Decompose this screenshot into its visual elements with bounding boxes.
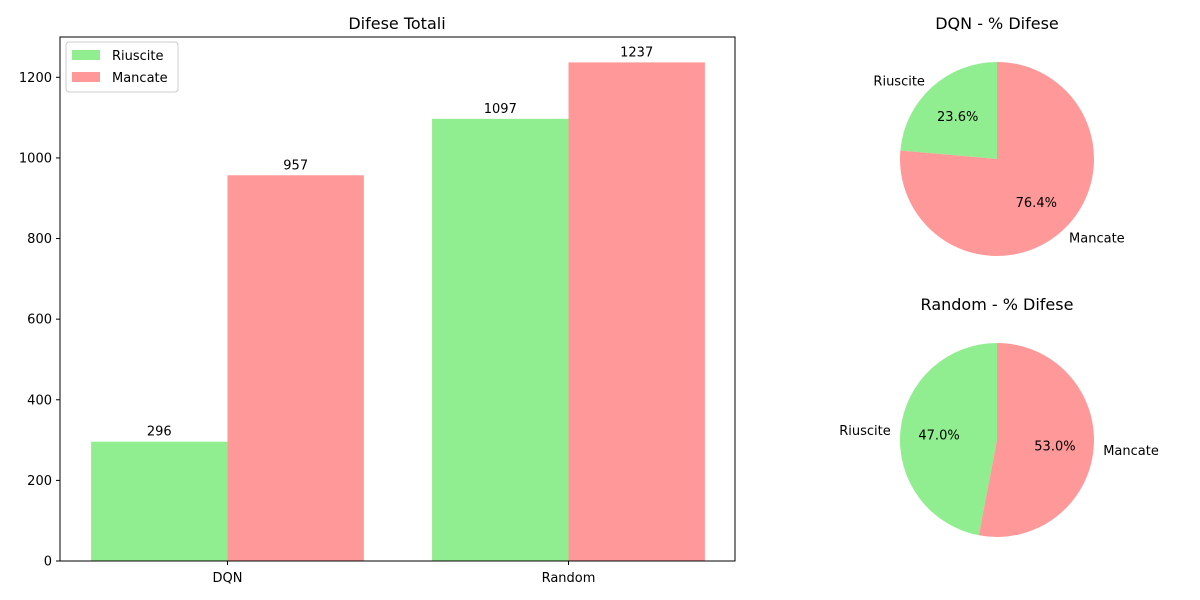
x-tick-label: DQN [213, 571, 243, 586]
pie-dqn-slices: 23.6% Riuscite 76.4% Mancate [873, 62, 1125, 256]
bar-value-label: 1237 [620, 45, 653, 60]
pie-slice-label: Mancate [1069, 232, 1125, 247]
legend: Riuscite Mancate [65, 41, 179, 93]
pie-pct-label: 76.4% [1016, 196, 1057, 211]
pie-slice-riuscite [900, 342, 997, 536]
pie-slice-label: Mancate [1103, 444, 1159, 459]
y-tick-label: 800 [27, 232, 52, 247]
legend-swatch-mancate [72, 72, 100, 82]
y-tick-label: 200 [27, 474, 52, 489]
pie-slice-riuscite [900, 62, 997, 159]
bar-mancate-dqn [227, 175, 364, 562]
y-tick-label: 400 [27, 393, 52, 408]
bar-chart-title: Difese Totali [348, 14, 445, 33]
y-tick-label: 600 [27, 313, 52, 328]
pie-slice-mancate [900, 62, 1094, 256]
bar-value-label: 1097 [484, 102, 517, 117]
bar-data-labels: 296 957 1097 1237 [147, 45, 653, 439]
plot-frame [59, 36, 736, 562]
legend-label-mancate: Mancate [112, 71, 168, 86]
bar-riuscite-dqn [91, 441, 228, 561]
pie-chart-dqn: DQN - % Difese 23.6% Riuscite 76.4% Mancate [873, 14, 1125, 256]
bar-chart: Difese Totali 0 200 400 600 800 1000 1200 DQN R… [19, 14, 736, 586]
y-tick-label: 0 [44, 555, 52, 570]
y-axis: 0 200 400 600 800 1000 1200 [19, 71, 60, 570]
pie-random-title: Random - % Difese [921, 295, 1074, 314]
bar-riuscite-random [432, 118, 569, 561]
pie-slice-label: Riuscite [839, 424, 891, 439]
legend-label-riuscite: Riuscite [112, 49, 164, 64]
y-tick-label: 1000 [19, 151, 52, 166]
bar-value-label: 296 [147, 425, 172, 440]
legend-swatch-riuscite [72, 50, 100, 60]
pie-chart-random: Random - % Difese 47.0% Riuscite 53.0% Manc… [839, 295, 1159, 537]
x-tick-label: Random [542, 571, 596, 586]
bar-value-label: 957 [283, 158, 308, 173]
pie-dqn-title: DQN - % Difese [935, 14, 1059, 33]
pie-pct-label: 47.0% [918, 429, 959, 444]
pie-pct-label: 53.0% [1034, 439, 1075, 454]
pie-pct-label: 23.6% [937, 110, 978, 125]
pie-slice-mancate [978, 343, 1094, 537]
pie-slice-label: Riuscite [873, 74, 925, 89]
bar-mancate-random [568, 62, 705, 561]
bar-marks [91, 62, 705, 562]
x-axis: DQN Random [213, 561, 596, 586]
y-tick-label: 1200 [19, 71, 52, 86]
pie-random-slices: 47.0% Riuscite 53.0% Mancate [839, 342, 1159, 537]
